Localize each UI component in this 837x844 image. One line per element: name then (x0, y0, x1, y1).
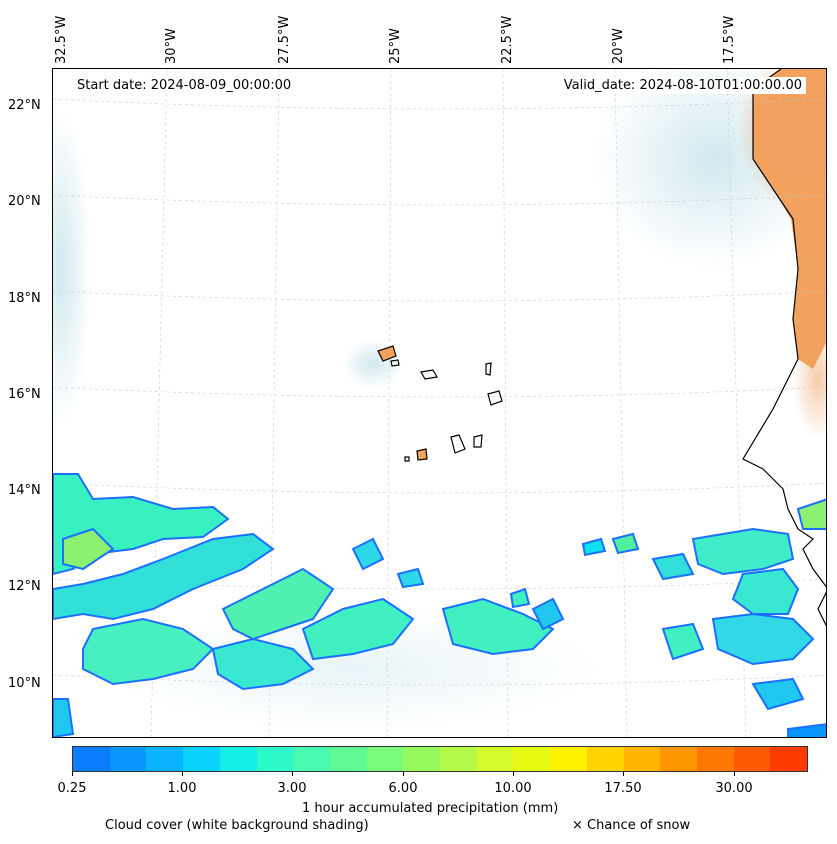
lat-label-20n: 20°N (8, 194, 41, 209)
cloud-cover-caption: Cloud cover (white background shading) (105, 818, 369, 833)
colorbar-title: 1 hour accumulated precipitation (mm) (302, 801, 559, 816)
colorbar-swatch (403, 747, 441, 771)
lon-label-22-5w: 22.5°W (500, 15, 515, 64)
map-canvas (53, 69, 826, 737)
precipitation-colorbar (72, 746, 808, 772)
colorbar-tick-mark (513, 772, 514, 776)
colorbar-swatch (293, 747, 330, 771)
colorbar-tick-label: 3.00 (277, 781, 307, 796)
colorbar-tick-mark (734, 772, 735, 776)
precipitation-field (53, 473, 826, 737)
colorbar-swatch (440, 747, 477, 771)
lat-label-12n: 12°N (8, 579, 41, 594)
lon-label-27-5w: 27.5°W (277, 15, 292, 64)
colorbar-swatch (366, 747, 404, 771)
lat-label-14n: 14°N (8, 483, 41, 498)
map-panel[interactable]: Start date: 2024-08-09_00:00:00 Valid_da… (52, 68, 827, 738)
colorbar-swatch (733, 747, 771, 771)
lon-label-20w: 20°W (611, 28, 626, 64)
lat-label-18n: 18°N (8, 291, 41, 306)
lat-label-16n: 16°N (8, 387, 41, 402)
colorbar-tick-label: 10.00 (494, 781, 532, 796)
lon-label-30w: 30°W (164, 28, 179, 64)
colorbar-tick-mark (72, 772, 73, 776)
colorbar-swatch (219, 747, 257, 771)
colorbar-swatch (73, 747, 110, 771)
lat-label-22n: 22°N (8, 98, 41, 113)
colorbar-tick-mark (623, 772, 624, 776)
colorbar-swatch (146, 747, 184, 771)
colorbar-swatch (183, 747, 220, 771)
colorbar-swatch (770, 747, 808, 771)
colorbar-tick-label: 6.00 (388, 781, 418, 796)
lon-label-25w: 25°W (388, 28, 403, 64)
colorbar-swatch (329, 747, 367, 771)
valid-date-label: Valid_date: 2024-08-10T01:00:00.00 (559, 77, 806, 94)
colorbar-tick-label: 1.00 (167, 781, 197, 796)
snow-caption: × Chance of snow (572, 818, 691, 833)
coastlines (377, 69, 826, 627)
colorbar-swatch (623, 747, 661, 771)
lat-label-10n: 10°N (8, 676, 41, 691)
colorbar-swatch (476, 747, 514, 771)
lon-label-17-5w: 17.5°W (722, 15, 737, 64)
start-date-label: Start date: 2024-08-09_00:00:00 (73, 77, 296, 94)
colorbar-swatch (586, 747, 624, 771)
land-temperature-shading (738, 69, 826, 439)
colorbar-tick-mark (292, 772, 293, 776)
colorbar-tick-label: 30.00 (715, 781, 753, 796)
colorbar-swatch (660, 747, 697, 771)
colorbar-swatch (513, 747, 551, 771)
colorbar-tick-label: 17.50 (604, 781, 642, 796)
colorbar-swatch (109, 747, 147, 771)
colorbar-swatch (550, 747, 587, 771)
colorbar-swatch (256, 747, 294, 771)
colorbar-tick-mark (403, 772, 404, 776)
lon-label-32-5w: 32.5°W (54, 15, 69, 64)
colorbar-tick-mark (182, 772, 183, 776)
colorbar-tick-label: 0.25 (57, 781, 87, 796)
colorbar-swatch (696, 747, 734, 771)
